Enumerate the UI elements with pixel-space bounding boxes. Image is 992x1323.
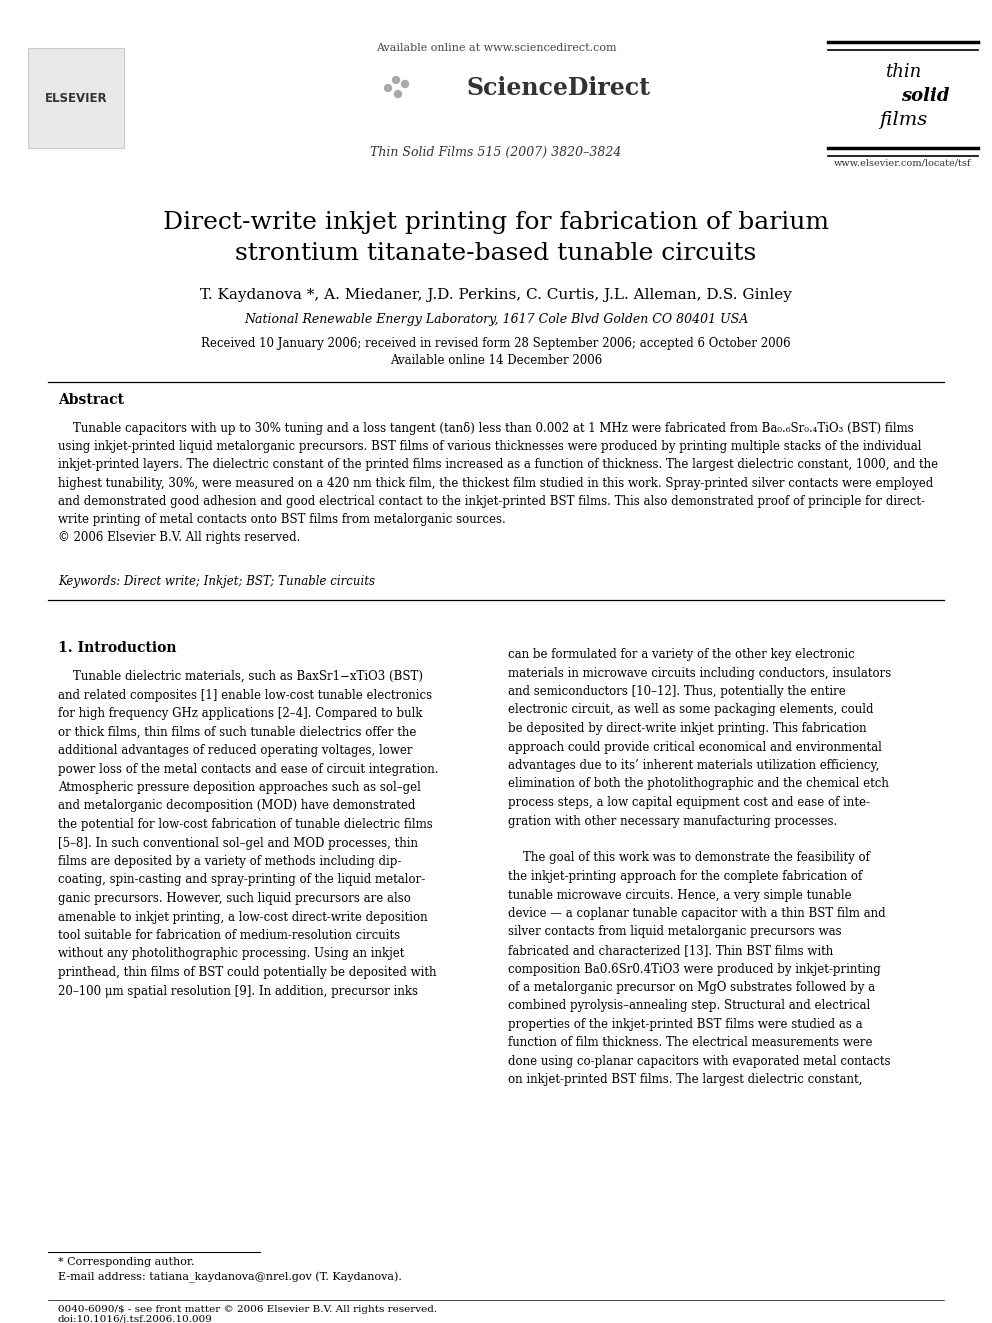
- Text: Tunable capacitors with up to 30% tuning and a loss tangent (tanδ) less than 0.0: Tunable capacitors with up to 30% tuning…: [58, 422, 938, 544]
- Text: Tunable dielectric materials, such as BaxSr1−xTiO3 (BST)
and related composites : Tunable dielectric materials, such as Ba…: [58, 669, 438, 998]
- Text: ScienceDirect: ScienceDirect: [466, 75, 650, 101]
- Text: 1. Introduction: 1. Introduction: [58, 642, 177, 655]
- Text: Received 10 January 2006; received in revised form 28 September 2006; accepted 6: Received 10 January 2006; received in re…: [201, 337, 791, 351]
- Text: E-mail address: tatiana_kaydanova@nrel.gov (T. Kaydanova).: E-mail address: tatiana_kaydanova@nrel.g…: [58, 1271, 402, 1282]
- Text: films: films: [879, 111, 928, 130]
- Circle shape: [395, 90, 402, 98]
- Text: Abstract: Abstract: [58, 393, 124, 407]
- Bar: [28, 48, 124, 148]
- Text: 0040-6090/$ - see front matter © 2006 Elsevier B.V. All rights reserved.: 0040-6090/$ - see front matter © 2006 El…: [58, 1304, 437, 1314]
- Text: solid: solid: [901, 87, 949, 105]
- Text: * Corresponding author.: * Corresponding author.: [58, 1257, 194, 1267]
- Circle shape: [393, 77, 400, 83]
- Text: ELSEVIER: ELSEVIER: [45, 91, 107, 105]
- Circle shape: [385, 85, 392, 91]
- Circle shape: [402, 81, 409, 87]
- Text: Keywords: Direct write; Inkjet; BST; Tunable circuits: Keywords: Direct write; Inkjet; BST; Tun…: [58, 576, 375, 589]
- Text: T. Kaydanova *, A. Miedaner, J.D. Perkins, C. Curtis, J.L. Alleman, D.S. Ginley: T. Kaydanova *, A. Miedaner, J.D. Perkin…: [200, 288, 792, 302]
- Text: thin: thin: [885, 64, 922, 81]
- Text: doi:10.1016/j.tsf.2006.10.009: doi:10.1016/j.tsf.2006.10.009: [58, 1315, 213, 1323]
- Text: can be formulated for a variety of the other key electronic
materials in microwa: can be formulated for a variety of the o…: [508, 648, 891, 1086]
- Text: www.elsevier.com/locate/tsf: www.elsevier.com/locate/tsf: [834, 159, 972, 168]
- Text: Available online at www.sciencedirect.com: Available online at www.sciencedirect.co…: [376, 44, 616, 53]
- Text: strontium titanate-based tunable circuits: strontium titanate-based tunable circuit…: [235, 242, 757, 266]
- Text: Available online 14 December 2006: Available online 14 December 2006: [390, 355, 602, 368]
- Text: Thin Solid Films 515 (2007) 3820–3824: Thin Solid Films 515 (2007) 3820–3824: [370, 146, 622, 159]
- Text: National Renewable Energy Laboratory, 1617 Cole Blvd Golden CO 80401 USA: National Renewable Energy Laboratory, 16…: [244, 314, 748, 327]
- Text: Direct-write inkjet printing for fabrication of barium: Direct-write inkjet printing for fabrica…: [163, 210, 829, 233]
